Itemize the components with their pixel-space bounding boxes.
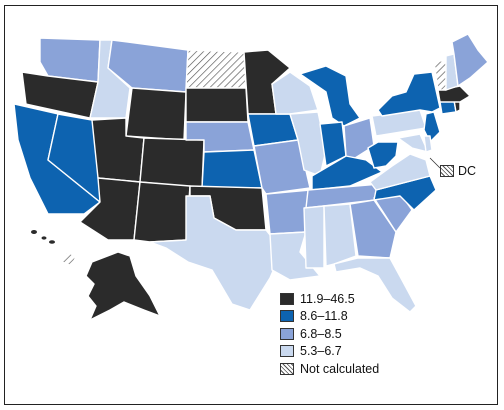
state-new-mexico[interactable] [133,181,191,243]
legend-label: 8.6–11.8 [300,309,348,324]
state-alabama[interactable] [323,203,357,267]
us-choropleth-map [13,33,489,321]
state-michigan[interactable] [299,65,361,127]
state-colorado[interactable] [139,137,205,189]
dc-swatch [440,165,454,177]
state-ohio[interactable] [343,117,375,161]
legend-swatch [280,345,294,358]
state-west-virginia[interactable] [367,141,399,169]
dc-label: DC [458,164,477,178]
hawaii-small-islands [31,230,55,244]
state-kansas[interactable] [201,149,263,189]
state-north-dakota[interactable] [185,49,247,89]
state-texas[interactable] [149,195,283,311]
legend-swatch [280,292,294,305]
state-new-jersey[interactable] [423,111,441,143]
state-hawaii[interactable] [61,251,77,267]
state-florida[interactable] [333,257,417,313]
legend-label: 6.8–8.5 [300,326,342,341]
legend: 11.9–46.5 8.6–11.8 6.8–8.5 5.3–6.7 Not calcu… [280,290,379,378]
legend-label: 5.3–6.7 [300,344,342,359]
legend-label: 11.9–46.5 [300,291,355,306]
legend-swatch [280,310,294,323]
legend-label: Not calculated [300,361,380,376]
dc-pointer-line [429,157,441,169]
state-new-york[interactable] [377,71,441,117]
state-georgia[interactable] [349,199,397,259]
legend-swatch [280,362,294,375]
legend-item: 8.6–11.8 [280,308,379,326]
state-wyoming[interactable] [125,87,187,141]
legend-item: 5.3–6.7 [280,343,379,361]
state-delaware[interactable] [423,135,433,153]
state-arkansas[interactable] [265,189,311,235]
legend-item: Not calculated [280,360,379,378]
state-virginia[interactable] [369,153,431,191]
legend-item: 6.8–8.5 [280,325,379,343]
legend-swatch [280,327,294,340]
state-mississippi[interactable] [303,205,325,269]
state-alaska[interactable] [85,251,161,321]
legend-item: 11.9–46.5 [280,290,379,308]
state-south-dakota[interactable] [185,87,249,123]
state-washington[interactable] [39,37,101,83]
dc-key: DC [440,164,476,178]
state-vermont[interactable] [433,59,447,91]
state-wisconsin[interactable] [271,71,319,115]
state-maine[interactable] [451,33,489,87]
